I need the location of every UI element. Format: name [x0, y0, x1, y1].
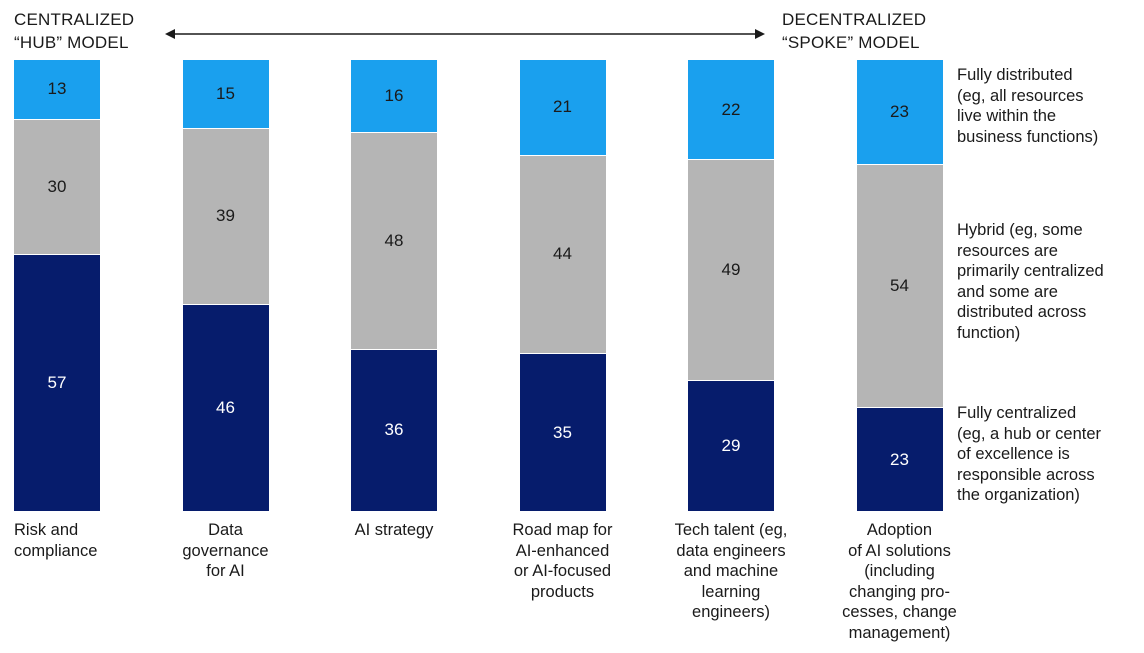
- bar-fully-centralized-3: 36: [351, 348, 437, 511]
- bar-fully-distributed-5: 22: [688, 60, 774, 160]
- data-label-fully-centralized-5: 29: [721, 436, 741, 456]
- bar-hybrid-5: 49: [688, 159, 774, 381]
- bar-fully-centralized-1: 57: [14, 253, 100, 511]
- legend-fully-distributed: Fully distributed (eg, all resources liv…: [957, 66, 1099, 146]
- category-label-2: Data governance for AI: [182, 521, 269, 580]
- bar-fully-distributed-2: 15: [182, 60, 269, 128]
- bar-fully-distributed-3: 16: [351, 60, 437, 133]
- data-label-fully-centralized-3: 36: [384, 420, 404, 440]
- data-label-fully-distributed-3: 16: [384, 86, 404, 106]
- decentralized-header-line1: DECENTRALIZED: [782, 10, 927, 29]
- bar-fully-centralized-4: 35: [519, 353, 606, 511]
- data-label-hybrid-1: 30: [47, 176, 67, 196]
- data-label-hybrid-3: 48: [384, 230, 404, 250]
- centralized-header: CENTRALIZED “HUB” MODEL: [14, 8, 134, 54]
- data-label-fully-distributed-2: 15: [216, 83, 235, 103]
- data-label-fully-centralized-6: 23: [890, 449, 909, 469]
- data-label-hybrid-5: 49: [721, 260, 741, 280]
- data-label-fully-distributed-4: 21: [553, 97, 572, 117]
- data-label-fully-centralized-2: 46: [216, 397, 235, 417]
- category-label-1: Risk and compliance: [14, 521, 98, 560]
- bar-fully-centralized-6: 23: [856, 407, 943, 511]
- data-label-hybrid-4: 44: [553, 244, 572, 264]
- legend-hybrid: Hybrid (eg, some resources are primarily…: [957, 221, 1104, 342]
- category-label-5: Tech talent (eg, data engineers and mach…: [674, 521, 788, 621]
- category-label-3: AI strategy: [354, 521, 434, 539]
- double-arrow-icon: [165, 29, 765, 39]
- bar-fully-distributed-4: 21: [519, 60, 606, 155]
- bar-hybrid-2: 39: [182, 127, 269, 304]
- bar-fully-centralized-5: 29: [688, 380, 774, 511]
- data-label-fully-centralized-4: 35: [553, 422, 572, 442]
- data-label-fully-centralized-1: 57: [47, 372, 67, 392]
- bar-hybrid-3: 48: [351, 132, 437, 349]
- bar-fully-centralized-2: 46: [182, 303, 269, 511]
- centralized-header-line2: “HUB” MODEL: [14, 33, 129, 52]
- data-label-fully-distributed-6: 23: [890, 101, 909, 121]
- bar-fully-distributed-6: 23: [856, 60, 943, 164]
- bar-fully-distributed-1: 13: [14, 60, 100, 119]
- data-label-hybrid-6: 54: [890, 275, 909, 295]
- data-label-hybrid-2: 39: [216, 206, 235, 226]
- legend-fully-centralized: Fully centralized (eg, a hub or center o…: [957, 404, 1102, 504]
- data-label-fully-distributed-5: 22: [721, 99, 741, 119]
- decentralized-header: DECENTRALIZED “SPOKE” MODEL: [782, 8, 926, 54]
- bar-hybrid-1: 30: [14, 118, 100, 254]
- decentralized-header-line2: “SPOKE” MODEL: [782, 33, 920, 52]
- bar-hybrid-6: 54: [856, 163, 943, 408]
- category-label-4: Road map for AI-enhanced or AI-focused p…: [512, 521, 613, 601]
- bar-hybrid-4: 44: [519, 154, 606, 354]
- centralized-header-line1: CENTRALIZED: [14, 10, 135, 29]
- data-label-fully-distributed-1: 13: [47, 79, 67, 99]
- category-label-6: Adoption of AI solutions (including chan…: [842, 521, 957, 642]
